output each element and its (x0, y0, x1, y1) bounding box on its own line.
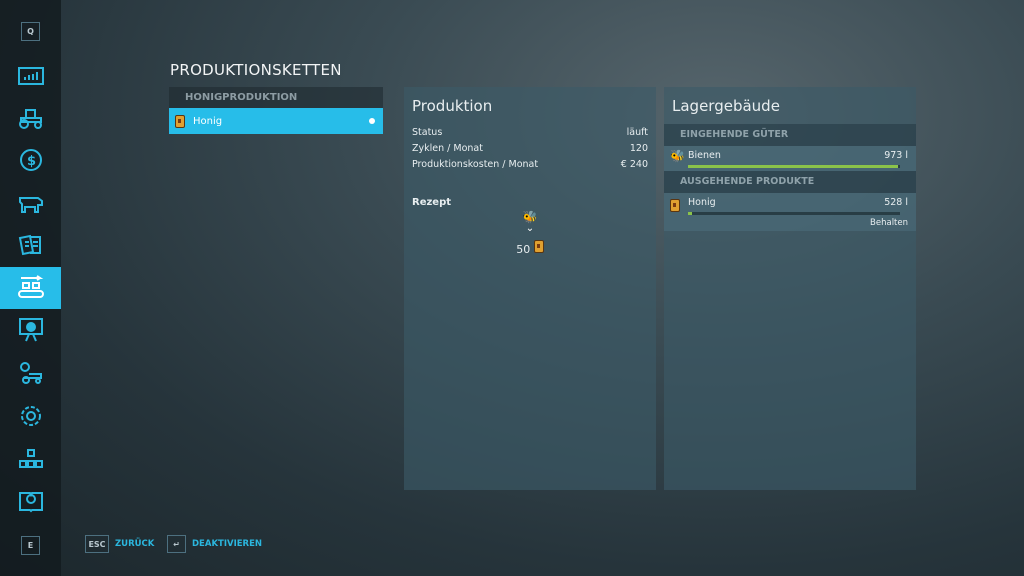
svg-text:$: $ (27, 154, 36, 169)
presentation-icon (18, 318, 43, 342)
bee-icon: 🐝 (670, 149, 685, 163)
dollar-icon: $ (19, 149, 42, 171)
active-indicator (369, 118, 375, 124)
sidebar-key-e[interactable]: E (0, 524, 61, 566)
list-item-honig[interactable]: Honig (169, 108, 383, 134)
sidebar-item-production[interactable] (0, 267, 61, 309)
gear-icon (20, 406, 41, 426)
list-group-header: HONIGPRODUKTION (169, 87, 383, 108)
output-mode[interactable]: Behalten (870, 218, 908, 228)
costs-label: Produktionskosten / Monat (412, 159, 539, 170)
key-q-hint: Q (21, 21, 40, 41)
documents-icon (18, 234, 41, 256)
cycles-row: Zyklen / Monat 120 (404, 143, 656, 159)
chevron-down-icon: ⌄ (525, 223, 535, 234)
costs-row: Produktionskosten / Monat € 240 (404, 159, 656, 175)
key-e-hint: E (21, 535, 40, 555)
deactivate-label: DEAKTIVIEREN (192, 539, 263, 549)
tractor-icon (18, 109, 42, 129)
page-title: PRODUKTIONSKETTEN (170, 61, 342, 79)
sidebar-item-animals[interactable] (0, 182, 61, 224)
cycles-value: 120 (629, 143, 648, 154)
statistics-icon (17, 67, 44, 85)
honey-jar-icon (533, 240, 544, 253)
list-item-label: Honig (193, 115, 223, 127)
sidebar-key-q[interactable]: Q (0, 10, 61, 52)
status-value: läuft (626, 127, 648, 138)
honey-jar-icon (175, 114, 185, 128)
sidebar-item-statistics[interactable] (0, 55, 61, 97)
sidebar-item-garage[interactable] (0, 352, 61, 394)
bee-icon: 🐝 (522, 210, 538, 224)
sidebar-item-vehicles[interactable] (0, 97, 61, 139)
good-amount: 528 l (884, 197, 908, 208)
fill-bar (688, 212, 900, 215)
sidebar-item-hierarchy[interactable] (0, 438, 61, 480)
cow-icon (18, 197, 43, 213)
sidebar-item-help[interactable] (0, 480, 61, 522)
gear-tractor-icon (19, 362, 42, 384)
cycles-label: Zyklen / Monat (412, 143, 483, 154)
sidebar-item-contracts[interactable] (0, 224, 61, 266)
back-label: ZURÜCK (115, 539, 155, 549)
incoming-header: EINGEHENDE GÜTER (664, 124, 916, 146)
recipe-output-amount: 50 (516, 243, 531, 256)
status-label: Status (412, 127, 443, 138)
production-chain-icon (17, 275, 44, 298)
costs-value: € 240 (620, 159, 648, 170)
storage-title: Lagergebäude (672, 97, 780, 115)
status-row: Status läuft (404, 127, 656, 143)
incoming-item-bienen: 🐝 Bienen 973 l (664, 146, 916, 171)
sidebar: Q $ E (0, 0, 61, 576)
esc-key-hint: ESC (85, 535, 109, 553)
outgoing-header: AUSGEHENDE PRODUKTE (664, 171, 916, 193)
production-title: Produktion (412, 97, 493, 115)
good-amount: 973 l (884, 150, 908, 161)
hierarchy-icon (18, 449, 43, 468)
recipe-label: Rezept (412, 197, 452, 208)
deactivate-button[interactable]: ↵ DEAKTIVIEREN (167, 535, 262, 553)
enter-key-hint: ↵ (167, 535, 186, 553)
sidebar-item-settings[interactable] (0, 395, 61, 437)
outgoing-item-honig: Honig 528 l Behalten (664, 193, 916, 231)
storage-panel: Lagergebäude EINGEHENDE GÜTER 🐝 Bienen 97… (664, 87, 916, 490)
back-button[interactable]: ESC ZURÜCK (85, 535, 154, 553)
good-name: Bienen (688, 150, 721, 161)
honey-jar-icon (670, 199, 680, 212)
production-panel: Produktion Status läuft Zyklen / Monat 120… (404, 87, 656, 490)
sidebar-item-tour[interactable] (0, 309, 61, 351)
sidebar-item-finances[interactable]: $ (0, 139, 61, 181)
good-name: Honig (688, 197, 716, 208)
help-book-icon (18, 492, 43, 513)
fill-bar (688, 165, 900, 168)
